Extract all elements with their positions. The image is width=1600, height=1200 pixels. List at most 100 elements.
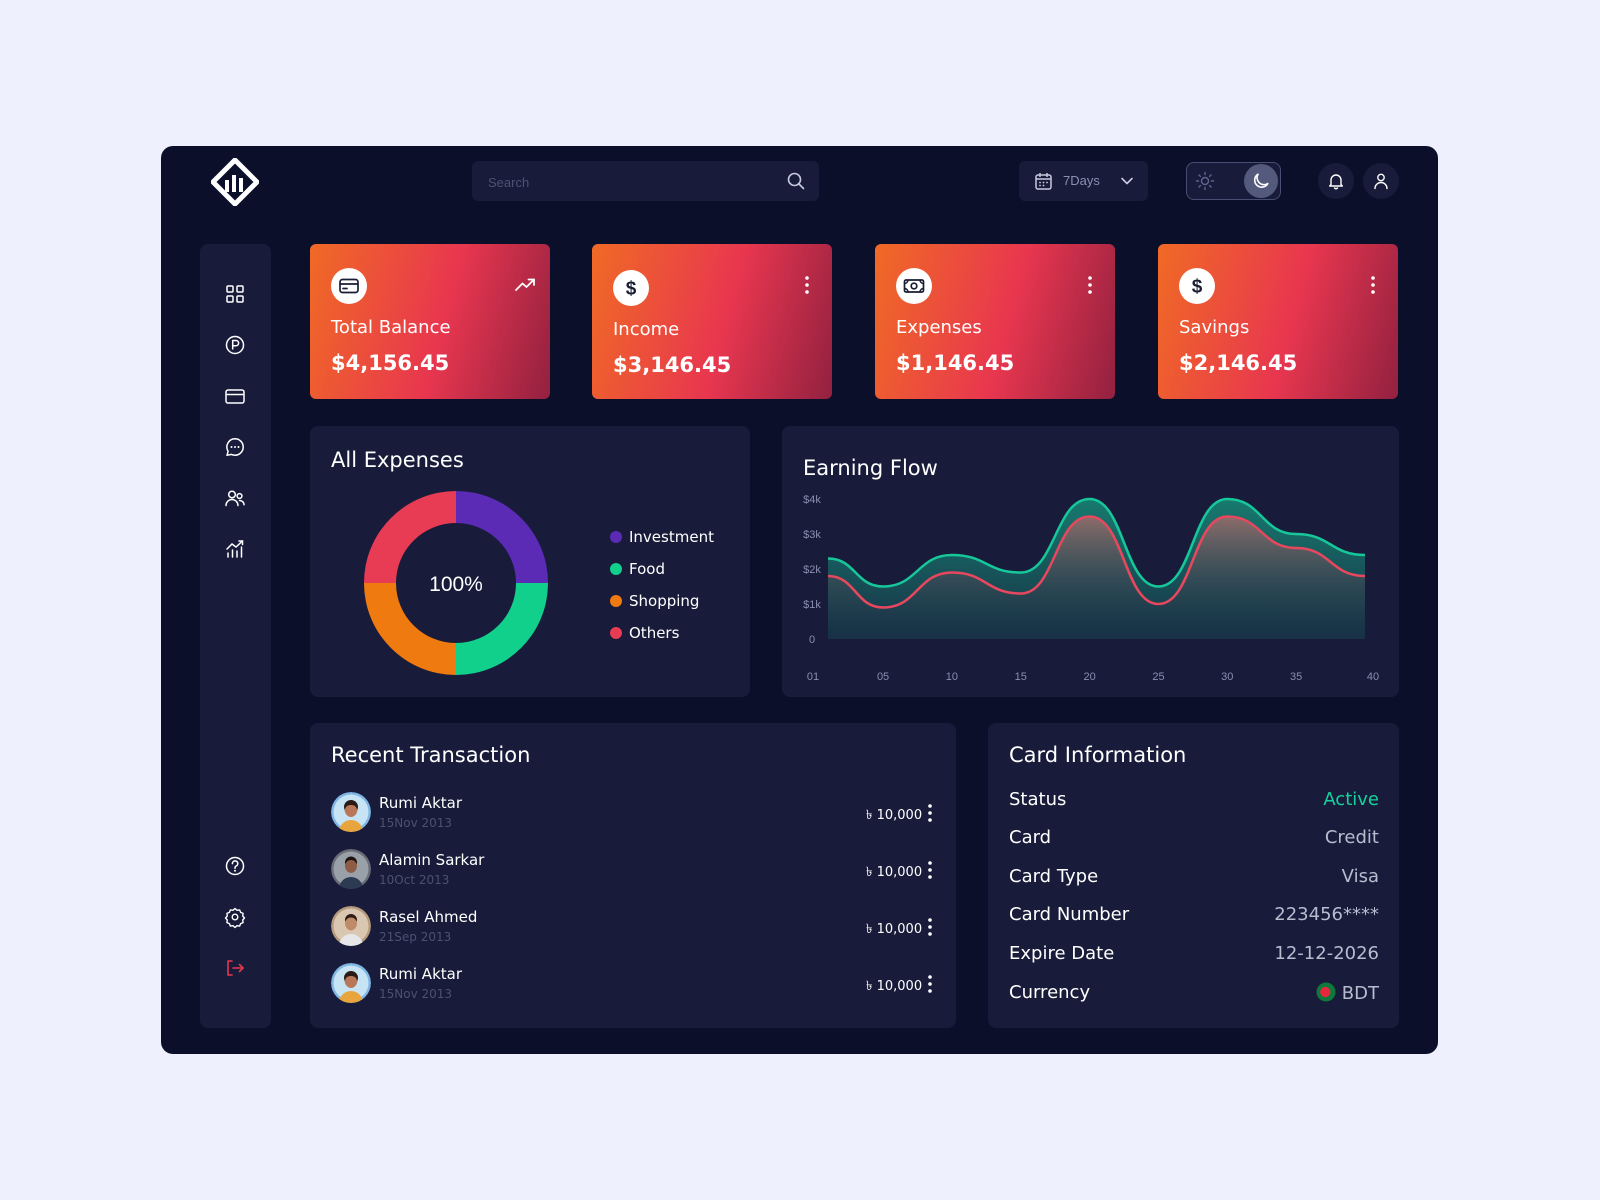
stat-card-expenses[interactable]: Expenses $1,146.45 bbox=[875, 244, 1115, 399]
x-tick-label: 25 bbox=[1152, 671, 1164, 683]
dollar-icon: $ bbox=[1179, 268, 1215, 304]
y-tick-label: 0 bbox=[809, 634, 815, 646]
calendar-icon bbox=[1035, 172, 1052, 193]
stat-value: $2,146.45 bbox=[1179, 351, 1298, 375]
stat-label: Expenses bbox=[896, 317, 982, 338]
avatar bbox=[331, 792, 371, 832]
wallet-card-icon bbox=[331, 268, 367, 304]
more-vertical-icon[interactable] bbox=[796, 274, 818, 296]
earning-flow-chart: 0 $1k $2k $3k $4k 01 05 10 15 20 25 30 35 40 bbox=[803, 494, 1379, 683]
x-tick-label: 15 bbox=[1015, 671, 1027, 683]
y-tick-label: $4k bbox=[803, 494, 821, 506]
transaction-amount: ৳ 10,000 bbox=[866, 979, 923, 994]
status-value: Active bbox=[1323, 789, 1379, 810]
sun-icon[interactable] bbox=[1195, 171, 1215, 195]
info-value: Visa bbox=[1341, 866, 1379, 887]
stat-value: $4,156.45 bbox=[331, 351, 450, 375]
legend-label: Others bbox=[629, 624, 680, 642]
transaction-row[interactable]: Rasel Ahmed 21Sep 2013 ৳ 10,000 bbox=[331, 906, 932, 952]
more-vertical-icon[interactable] bbox=[925, 916, 935, 938]
transaction-date: 15Nov 2013 bbox=[379, 816, 453, 830]
date-range-select[interactable]: 7Days bbox=[1019, 161, 1148, 201]
avatar bbox=[331, 906, 371, 946]
date-range-label: 7Days bbox=[1063, 173, 1100, 188]
x-tick-label: 35 bbox=[1290, 671, 1302, 683]
transaction-name: Alamin Sarkar bbox=[379, 851, 485, 869]
brand-logo[interactable] bbox=[209, 156, 261, 208]
stat-label: Savings bbox=[1179, 317, 1250, 338]
transaction-row[interactable]: Alamin Sarkar 10Oct 2013 ৳ 10,000 bbox=[331, 849, 932, 895]
sidebar-item-logout[interactable] bbox=[223, 956, 247, 980]
legend-shopping: Shopping bbox=[610, 592, 699, 610]
earning-flow-panel: Earning Flow 0 $1k $2k $3k $4k 01 05 10 15 20 25 3… bbox=[782, 426, 1399, 697]
info-key: Expire Date bbox=[1009, 943, 1115, 964]
parking-coin-icon bbox=[225, 335, 245, 355]
sidebar-item-cards[interactable] bbox=[223, 384, 247, 408]
search-input[interactable] bbox=[486, 161, 770, 203]
donut-slice-others[interactable] bbox=[364, 491, 456, 583]
search-icon[interactable] bbox=[787, 172, 805, 194]
y-tick-label: $3k bbox=[803, 529, 821, 541]
bangladesh-flag-icon bbox=[1316, 982, 1336, 1002]
more-vertical-icon[interactable] bbox=[1079, 274, 1101, 296]
info-key: Card Number bbox=[1009, 904, 1130, 925]
info-key: Card Type bbox=[1009, 866, 1099, 887]
stat-card-savings[interactable]: $ Savings $2,146.45 bbox=[1158, 244, 1398, 399]
sidebar-item-payments[interactable] bbox=[223, 333, 247, 357]
stat-card-total-balance[interactable]: Total Balance $4,156.45 bbox=[310, 244, 550, 399]
notification-button[interactable] bbox=[1318, 163, 1354, 199]
grid-icon bbox=[226, 285, 244, 303]
y-tick-label: $2k bbox=[803, 564, 821, 576]
avatar bbox=[331, 849, 371, 889]
info-value: Credit bbox=[1324, 827, 1379, 848]
sidebar-item-messages[interactable] bbox=[223, 435, 247, 459]
avatar bbox=[331, 963, 371, 1003]
info-row-currency: Currency BDT bbox=[1009, 982, 1379, 1006]
chevron-down-icon bbox=[1120, 174, 1134, 191]
bell-icon bbox=[1329, 174, 1343, 190]
transaction-date: 21Sep 2013 bbox=[379, 930, 452, 944]
donut-slice-investment[interactable] bbox=[456, 491, 548, 583]
area-fill-series-2 bbox=[828, 516, 1365, 639]
gear-icon bbox=[224, 907, 246, 929]
chat-icon bbox=[226, 438, 244, 457]
legend-swatch bbox=[610, 627, 622, 639]
currency-code: BDT bbox=[1341, 983, 1379, 1004]
more-vertical-icon[interactable] bbox=[1362, 274, 1384, 296]
transaction-amount: ৳ 10,000 bbox=[866, 922, 923, 937]
area-line-series-2 bbox=[827, 515, 1366, 609]
stat-value: $3,146.45 bbox=[613, 353, 732, 377]
transaction-row[interactable]: Rumi Aktar 15Nov 2013 ৳ 10,000 bbox=[331, 963, 932, 1009]
sidebar-item-settings[interactable] bbox=[223, 905, 247, 929]
transaction-amount: ৳ 10,000 bbox=[866, 808, 923, 823]
stat-label: Income bbox=[613, 319, 680, 340]
more-vertical-icon[interactable] bbox=[925, 973, 935, 995]
sidebar-item-analytics[interactable] bbox=[223, 537, 247, 561]
info-row-card-type: Card Type Visa bbox=[1009, 866, 1379, 890]
moon-icon[interactable] bbox=[1244, 164, 1278, 198]
donut-slice-food[interactable] bbox=[456, 583, 548, 675]
sidebar-item-dashboard[interactable] bbox=[223, 282, 247, 306]
info-key: Currency bbox=[1009, 982, 1091, 1003]
sidebar-item-help[interactable] bbox=[223, 854, 247, 878]
x-tick-label: 40 bbox=[1367, 671, 1379, 683]
transaction-row[interactable]: Rumi Aktar 15Nov 2013 ৳ 10,000 bbox=[331, 792, 932, 838]
x-tick-label: 10 bbox=[946, 671, 958, 683]
more-vertical-icon[interactable] bbox=[925, 859, 935, 881]
transaction-name: Rasel Ahmed bbox=[379, 908, 478, 926]
sidebar-item-users[interactable] bbox=[223, 486, 247, 510]
profile-button[interactable] bbox=[1363, 163, 1399, 199]
svg-text:$: $ bbox=[1192, 277, 1203, 298]
donut-slice-shopping[interactable] bbox=[364, 583, 456, 675]
legend-investment: Investment bbox=[610, 528, 714, 546]
transaction-date: 15Nov 2013 bbox=[379, 987, 453, 1001]
stat-card-income[interactable]: $ Income $3,146.45 bbox=[592, 244, 832, 399]
legend-label: Shopping bbox=[629, 592, 700, 610]
more-vertical-icon[interactable] bbox=[925, 802, 935, 824]
info-row-expire-date: Expire Date 12-12-2026 bbox=[1009, 943, 1379, 967]
theme-toggle[interactable] bbox=[1186, 162, 1281, 200]
panel-title: All Expenses bbox=[331, 448, 464, 472]
search-bar bbox=[472, 161, 819, 203]
sidebar bbox=[200, 244, 271, 1028]
card-information-panel: Card Information Status Active Card Cred… bbox=[988, 723, 1399, 1028]
